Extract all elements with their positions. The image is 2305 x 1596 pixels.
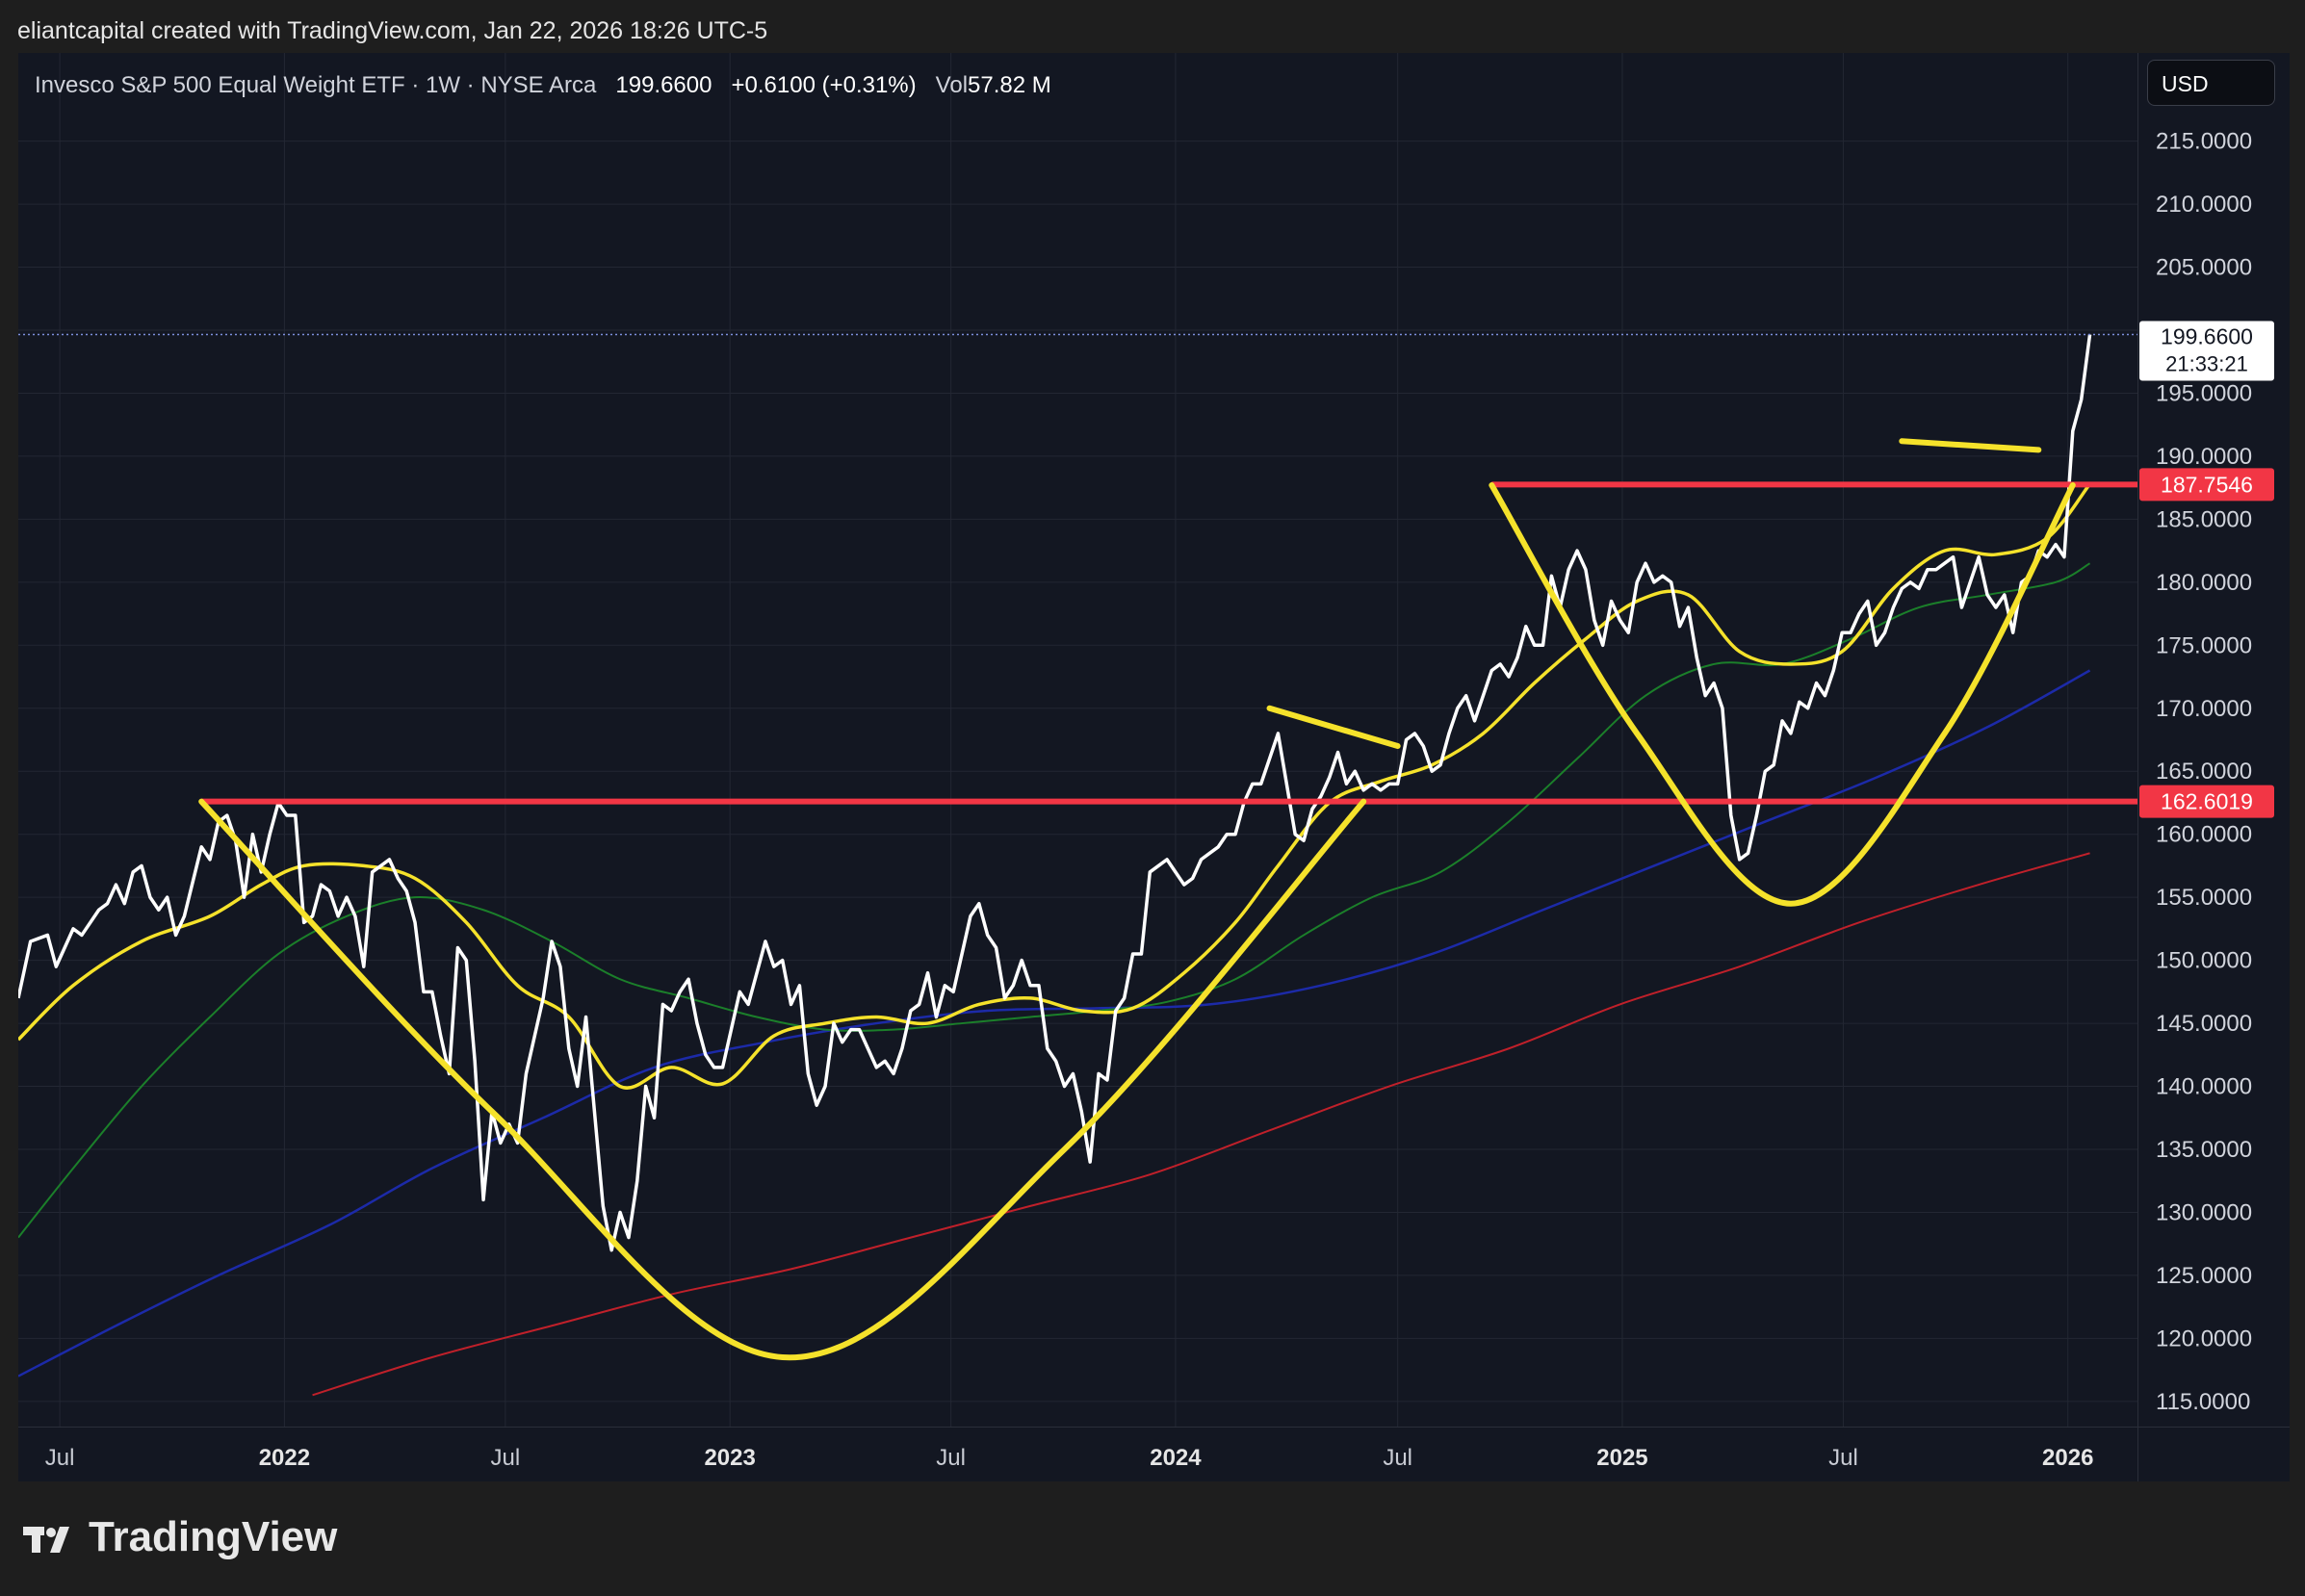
price-change: +0.6100 (+0.31%) xyxy=(731,72,917,98)
volume-value: 57.82 M xyxy=(968,72,1051,98)
symbol-name: Invesco S&P 500 Equal Weight ETF · 1W · … xyxy=(35,72,597,98)
chart-pane[interactable] xyxy=(18,53,2137,1427)
volume-label: Vol xyxy=(935,72,969,98)
symbol-legend[interactable]: Invesco S&P 500 Equal Weight ETF · 1W · … xyxy=(35,72,1051,99)
price-axis[interactable] xyxy=(2137,53,2290,1427)
brand-name: TradingView xyxy=(89,1513,338,1560)
attribution-header: eliantcapital created with TradingView.c… xyxy=(17,17,768,44)
tradingview-logo-icon xyxy=(23,1527,69,1554)
time-axis[interactable] xyxy=(18,1427,2137,1481)
last-price: 199.6600 xyxy=(615,72,712,98)
tradingview-logo[interactable]: TradingView xyxy=(23,1513,337,1561)
currency-button[interactable]: USD xyxy=(2147,60,2275,106)
axis-corner xyxy=(2137,1427,2290,1481)
